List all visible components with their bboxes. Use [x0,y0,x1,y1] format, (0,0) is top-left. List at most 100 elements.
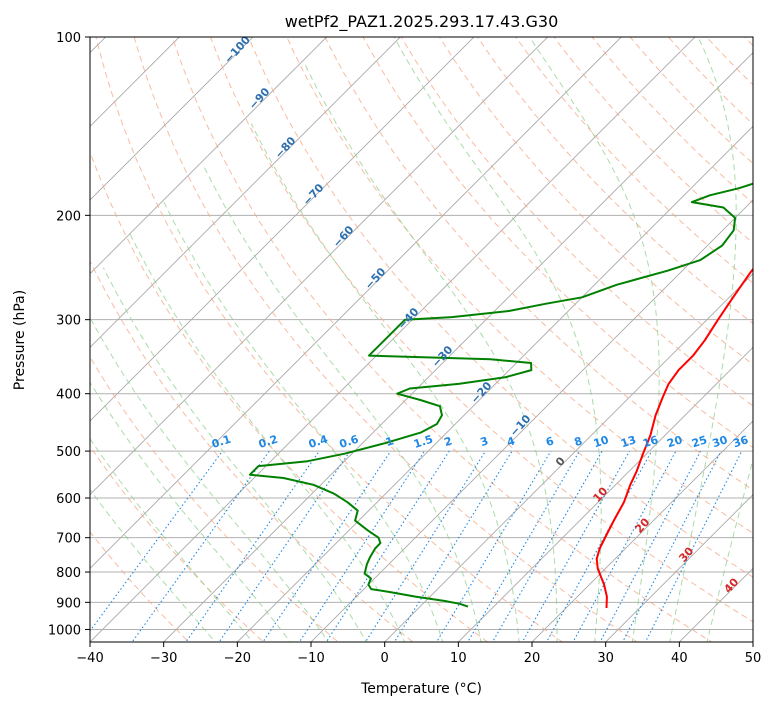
dry-adiabat-line [209,37,753,623]
y-tick-label: 400 [56,388,81,403]
isotherm-line [90,37,475,422]
mixing-ratio-label: 8 [573,434,584,449]
mixing-ratio-line [325,450,450,642]
dry-adiabat-label: −70 [300,181,326,208]
mixing-ratio-label: 20 [665,433,684,450]
mixing-ratio-label: 25 [690,433,709,450]
isotherm-line [752,641,753,642]
profile-series [248,182,753,609]
x-tick-label: 0 [381,651,389,666]
y-tick-label: 700 [56,532,81,547]
moist-adiabat-label: 10 [590,484,610,504]
isotherm-line [384,273,753,642]
isotherm-line [236,125,753,642]
x-tick-label: −20 [224,651,251,666]
dry-adiabat-line [362,37,753,449]
moist-adiabat-line [90,381,291,642]
isotherm-line [90,37,622,569]
y-tick-label: 100 [56,31,81,46]
mixing-ratio-line [393,450,513,642]
moist-adiabat-label: 20 [632,515,652,535]
dry-adiabat-label: −90 [246,85,272,112]
dry-adiabat-line [744,37,753,47]
mixing-ratio-label: 13 [619,433,638,450]
dry-adiabat-line [438,37,753,366]
dry-adiabat-line [515,37,753,284]
mixing-ratio-label: 0.2 [257,433,280,451]
moist-adiabat-label: 30 [676,544,696,564]
mixing-ratio-line [644,450,743,642]
mixing-ratio-line [521,450,630,642]
x-tick-label: −40 [76,651,103,666]
dry-adiabat-line [95,37,564,642]
y-tick-label: 900 [56,596,81,611]
moist-adiabat-line [90,316,329,642]
moist-adiabat-line [129,233,406,642]
dry-adiabat-label: −10 [507,412,533,439]
isotherm-line [457,346,753,642]
dry-adiabat-line [286,37,753,534]
chart-title: wetPf2_PAZ1.2025.293.17.43.G30 [285,12,559,32]
moist-adiabat-line [669,37,737,642]
moist-adiabat-line [102,267,367,642]
dry-adiabat-line [477,37,753,325]
dry-adiabat-line [90,259,414,642]
isotherm-line [90,37,696,642]
y-tick-label: 1000 [48,623,81,638]
x-tick-label: 10 [450,651,467,666]
x-tick-label: 20 [524,651,541,666]
dry-adiabat-line [705,37,753,86]
y-axis-label: Pressure (hPa) [12,290,28,390]
mixing-ratio-label: 2 [443,434,454,449]
dry-adiabat-line [324,37,753,491]
moist-adiabat-line [163,201,444,642]
mixing-ratio-line [467,450,580,642]
mixing-ratio-label: 6 [544,434,556,449]
isotherm-line [90,37,180,127]
isotherm-line [310,199,753,642]
y-tick-label: 600 [56,492,81,507]
isotherm-line [163,52,753,642]
y-tick-label: 300 [56,314,81,329]
mixing-ratio-line [218,450,351,642]
x-tick-label: 40 [671,651,688,666]
mixing-ratio-label: 16 [641,433,660,450]
moist-adiabat-line [90,437,254,642]
isotherm-line [531,420,753,642]
moist-adiabat-line [393,37,602,642]
moist-adiabat-label: 0 [553,454,568,469]
mixing-ratio-label: 0.4 [307,432,330,450]
mixing-ratio-line [435,450,552,642]
isotherm-line [90,37,401,348]
moist-adiabat-line [529,37,660,642]
isotherm-line [90,37,549,496]
axes: −40 −30 −20 −10 0 10 20 30 40 5010020030040050060… [48,31,761,666]
y-tick-label: 200 [56,209,81,224]
mixing-ratio-label: 36 [731,433,750,450]
y-tick-label: 500 [56,445,81,460]
mixing-ratio-label: 30 [711,433,730,450]
mixing-ratio-label: 1.5 [412,433,435,451]
dry-adiabat-line [171,37,713,642]
dry-adiabat-label: −30 [429,343,455,370]
x-axis-label: Temperature (°C) [360,681,482,697]
dry-adiabat-line [133,37,638,642]
dry-adiabat-line [90,445,265,642]
mixing-ratio-line [185,450,320,642]
x-tick-label: 50 [745,651,762,666]
mixing-ratio-label: 4 [505,434,517,449]
mixing-ratio-line [90,450,223,632]
dry-adiabat-line [756,10,775,654]
y-tick-label: 800 [56,566,81,581]
moist-adiabat-line [90,488,216,642]
x-tick-label: 30 [597,651,614,666]
dry-adiabat-line [90,150,489,642]
dry-adiabat-line [248,37,753,578]
moist-adiabat-line [203,165,482,642]
isotherm-line [90,37,254,201]
mixing-ratio-label: 10 [592,433,611,450]
mixing-ratio-line [262,450,392,642]
plot-frame [89,36,754,643]
dry-adiabat-label: −20 [468,379,494,406]
